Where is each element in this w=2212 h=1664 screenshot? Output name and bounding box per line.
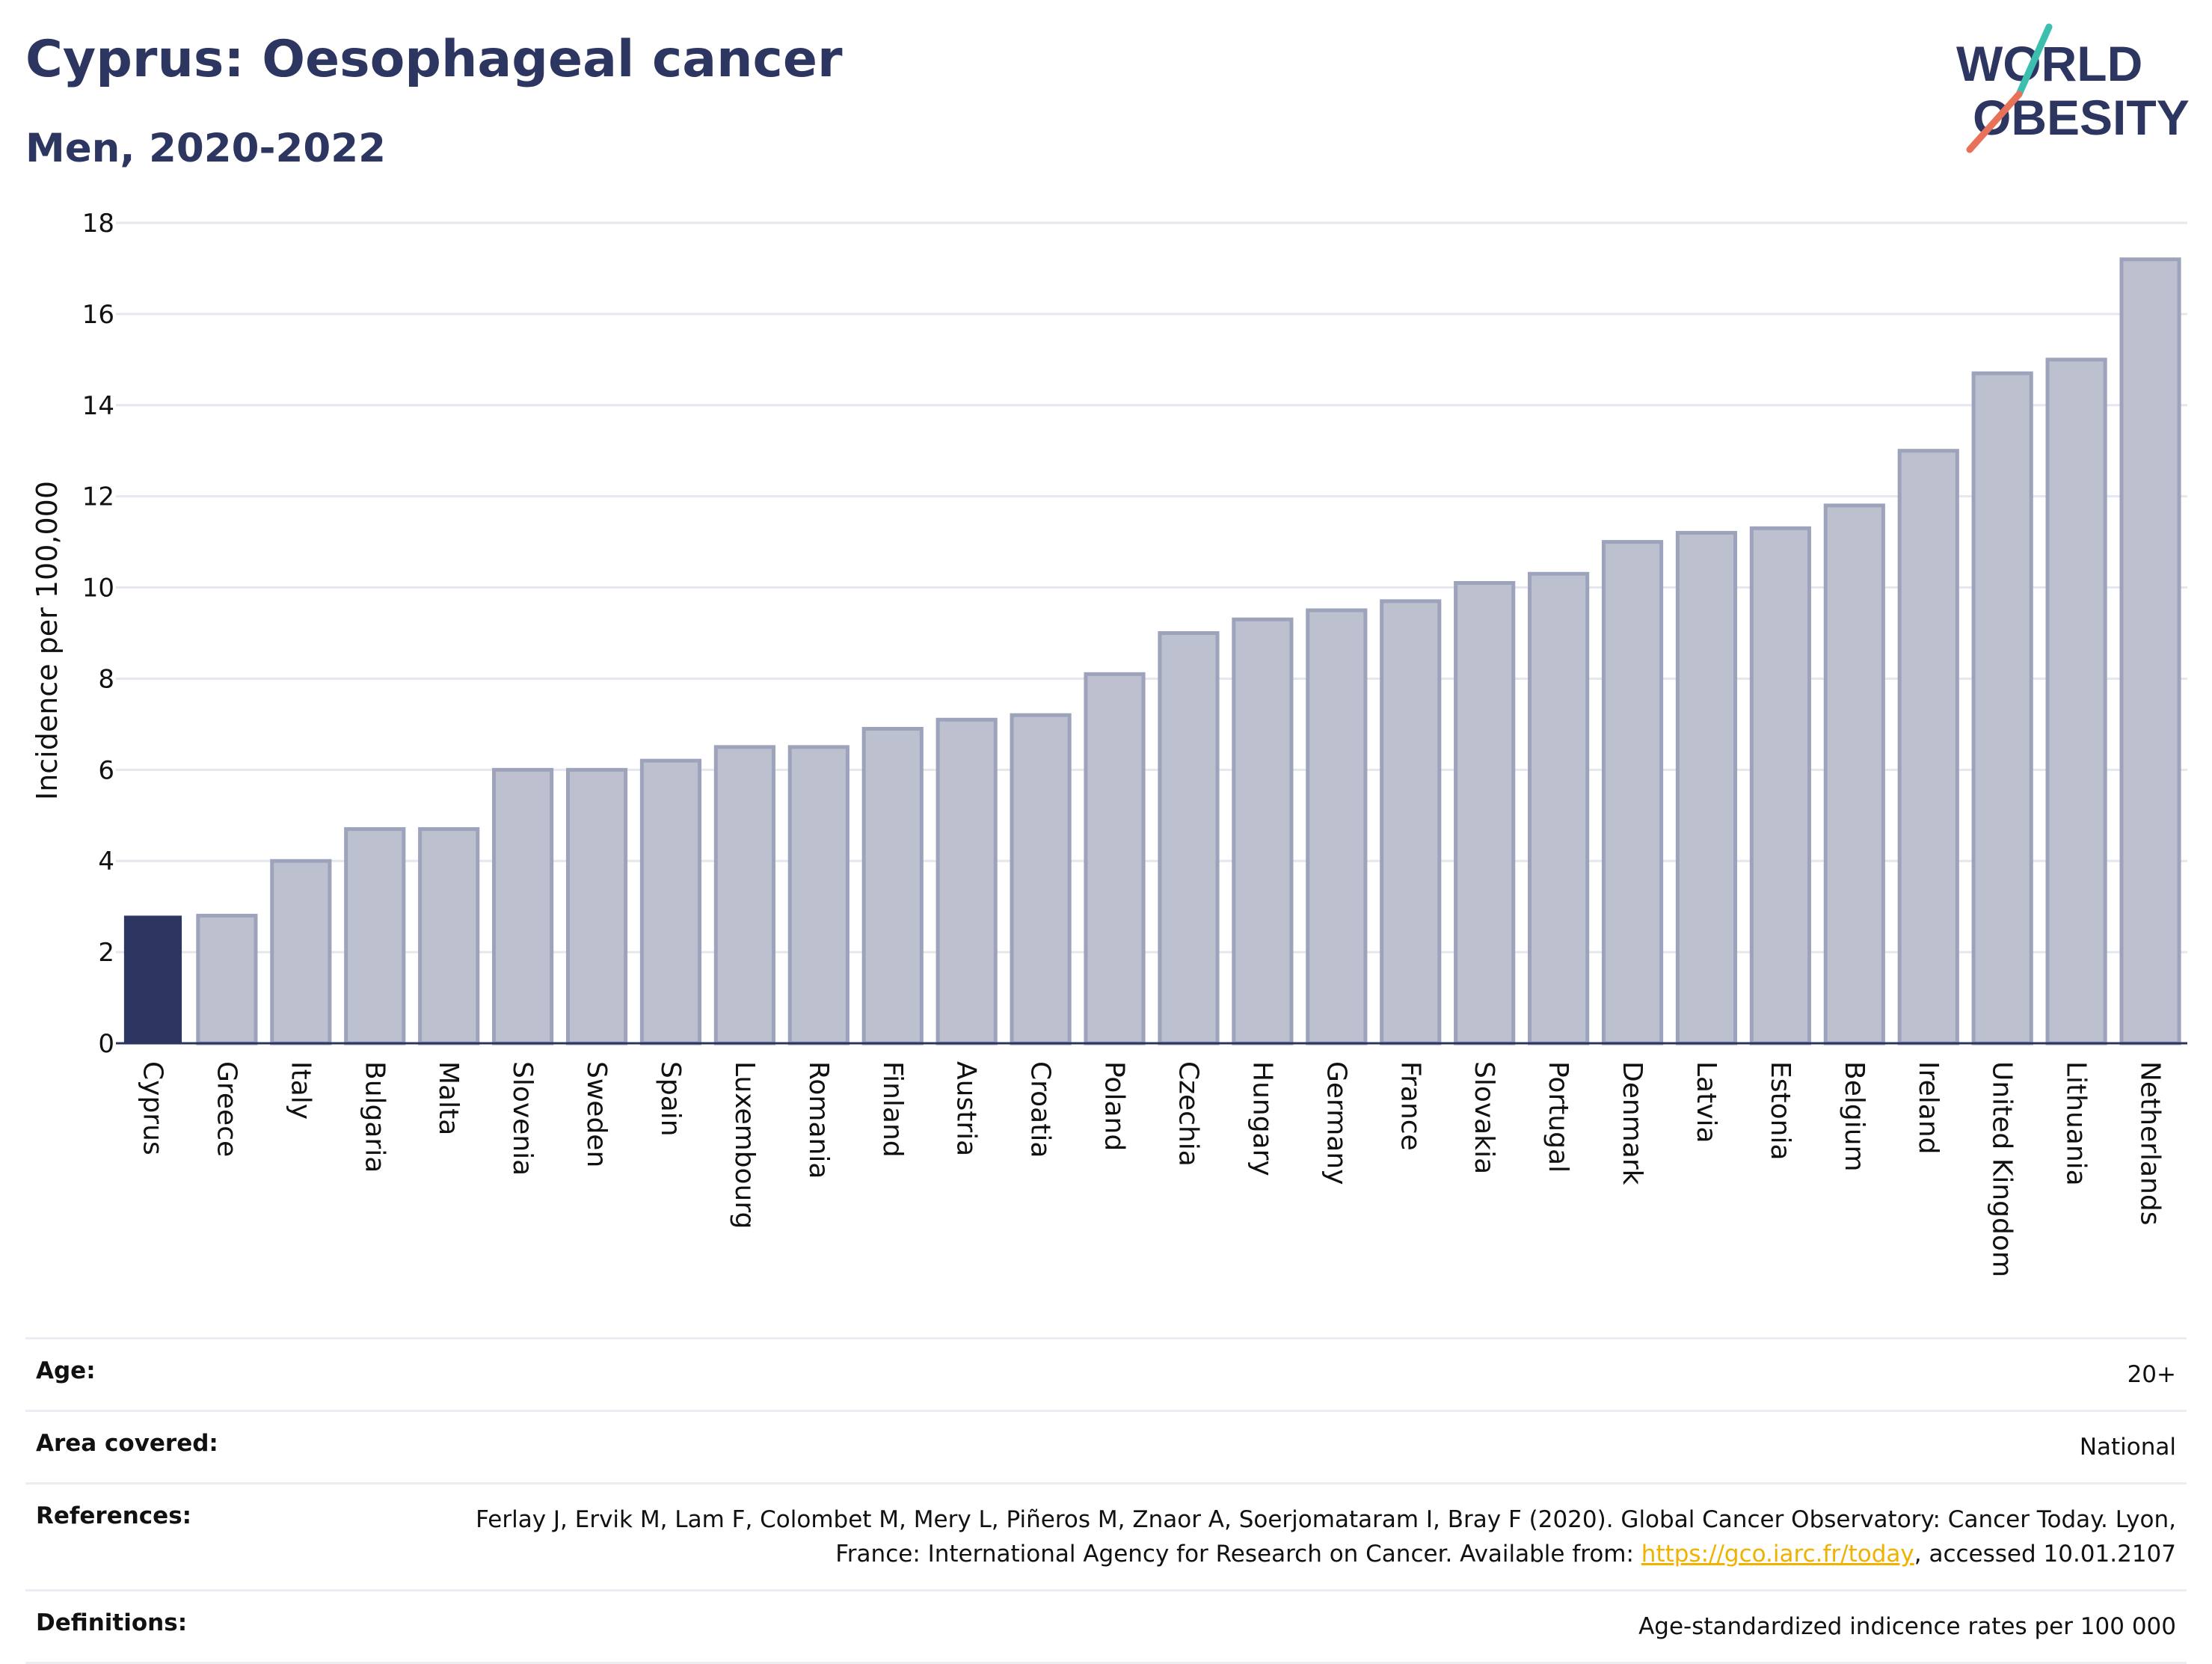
bar-poland (1084, 672, 1146, 1046)
x-tick-label: Cyprus (137, 1061, 168, 1155)
bar-croatia (1010, 713, 1072, 1046)
x-tick-label: Spain (655, 1061, 686, 1137)
bar-austria (936, 717, 998, 1046)
x-tick-label: Malta (433, 1061, 464, 1135)
y-tick-label: 10 (82, 574, 114, 604)
bar-romania (787, 745, 850, 1046)
logo-word-obesity: OBESITY (1973, 90, 2190, 145)
bar-denmark (1601, 540, 1664, 1046)
references-link[interactable]: https://gco.iarc.fr/today (1641, 1541, 1914, 1568)
bar-greece (196, 913, 258, 1046)
bar-lithuania (2045, 357, 2107, 1046)
x-tick-label: Estonia (1765, 1061, 1795, 1161)
meta-row-age: Age: 20+ (25, 1337, 2187, 1410)
y-axis-label: Incidence per 100,000 (31, 481, 64, 800)
bar-sweden (565, 767, 628, 1046)
x-tick-label: Slovenia (507, 1061, 538, 1176)
bar-france (1380, 599, 1442, 1046)
bar-estonia (1749, 526, 1811, 1046)
y-tick-label: 14 (82, 391, 114, 421)
bar-spain (639, 758, 702, 1046)
age-value: 20+ (2127, 1361, 2176, 1388)
logo-slash-bottom (1966, 90, 2023, 153)
x-tick-label: Germany (1321, 1061, 1351, 1185)
x-tick-label: Bulgaria (359, 1061, 390, 1173)
x-tick-label: Finland (877, 1061, 908, 1158)
chart-title: Cyprus: Oesophageal cancer (25, 30, 843, 89)
references-value: Ferlay J, Ervik M, Lam F, Colombet M, Me… (456, 1502, 2176, 1571)
bar-united-kingdom (1971, 371, 2033, 1046)
x-tick-label: Croatia (1025, 1061, 1056, 1158)
y-tick-label: 4 (98, 847, 114, 876)
y-tick-label: 2 (98, 938, 114, 968)
x-tick-label: Czechia (1173, 1061, 1203, 1167)
x-tick-label: Denmark (1617, 1061, 1647, 1185)
x-tick-label: Latvia (1691, 1061, 1721, 1143)
references-text: Ferlay J, Ervik M, Lam F, Colombet M, Me… (476, 1506, 2176, 1568)
x-tick-label: Belgium (1839, 1061, 1870, 1172)
y-tick-label: 8 (98, 664, 114, 694)
x-tick-label: Netherlands (2135, 1061, 2166, 1225)
y-tick-label: 6 (98, 755, 114, 785)
area-label: Area covered: (36, 1430, 218, 1457)
bar-netherlands (2119, 257, 2181, 1046)
x-tick-label: Italy (285, 1061, 316, 1120)
meta-row-references: References: Ferlay J, Ervik M, Lam F, Co… (25, 1482, 2187, 1589)
x-tick-label: Sweden (581, 1061, 612, 1167)
x-tick-label: Romania (803, 1061, 834, 1179)
bar-luxembourg (713, 745, 775, 1046)
definitions-label: Definitions: (36, 1609, 188, 1636)
metadata-table: Age: 20+ Area covered: National Referenc… (25, 1337, 2187, 1664)
y-tick-label: 18 (82, 209, 114, 239)
bar-ireland (1897, 449, 1959, 1046)
x-tick-label: Austria (951, 1061, 982, 1156)
bar-portugal (1528, 571, 1590, 1046)
x-tick-label: Portugal (1543, 1061, 1573, 1173)
bar-czechia (1158, 631, 1220, 1046)
bar-malta (418, 827, 480, 1046)
y-tick-label: 12 (82, 482, 114, 512)
bar-hungary (1232, 617, 1294, 1046)
x-tick-label: Luxembourg (729, 1061, 760, 1229)
x-tick-label: Greece (211, 1061, 242, 1157)
meta-row-area: Area covered: National (25, 1410, 2187, 1482)
y-tick-label: 16 (82, 300, 114, 330)
bar-slovakia (1454, 580, 1516, 1046)
x-tick-label: Lithuania (2061, 1061, 2092, 1186)
bar-italy (270, 859, 332, 1046)
x-tick-label: United Kingdom (1987, 1061, 2018, 1277)
y-tick-label: 0 (98, 1029, 114, 1059)
bar-slovenia (492, 767, 554, 1046)
x-tick-label: Ireland (1913, 1061, 1944, 1155)
x-tick-label: Slovakia (1469, 1061, 1499, 1174)
area-value: National (2079, 1434, 2176, 1461)
bar-germany (1306, 608, 1368, 1046)
bar-belgium (1823, 503, 1885, 1046)
x-tick-label: Poland (1099, 1061, 1130, 1151)
bar-chart: 0 2 4 6 8 10 12 14 16 18 Incidence per 100,000 Cypr… (31, 209, 2187, 1277)
meta-row-definitions: Definitions: Age-standardized indicence … (25, 1589, 2187, 1664)
x-tick-label: France (1395, 1061, 1425, 1151)
definitions-value: Age-standardized indicence rates per 100… (1638, 1613, 2176, 1640)
age-label: Age: (36, 1357, 96, 1384)
bar-finland (861, 726, 924, 1046)
bar-latvia (1675, 530, 1738, 1046)
world-obesity-logo: WORLD OBESITY (1956, 23, 2190, 153)
bar-cyprus (123, 915, 182, 1043)
references-accessed: , accessed 10.01.2107 (1914, 1541, 2176, 1568)
bar-bulgaria (344, 827, 406, 1046)
logo-slash-top (2015, 23, 2053, 98)
x-tick-label: Hungary (1247, 1061, 1277, 1176)
logo-word-world: WORLD (1956, 36, 2142, 91)
chart-subtitle: Men, 2020-2022 (25, 126, 387, 171)
references-label: References: (36, 1502, 192, 1529)
